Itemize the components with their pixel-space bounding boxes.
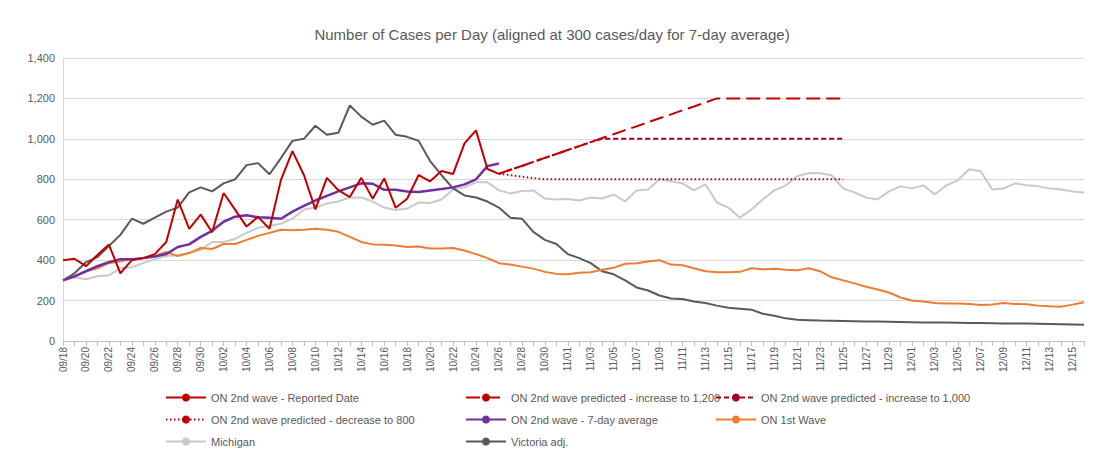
svg-text:1,200: 1,200 xyxy=(27,92,55,104)
svg-text:ON 2nd wave predicted - increa: ON 2nd wave predicted - increase to 1,00… xyxy=(761,392,970,404)
svg-text:10/28: 10/28 xyxy=(516,347,527,372)
svg-text:09/28: 09/28 xyxy=(172,347,183,372)
svg-text:11/19: 11/19 xyxy=(769,347,780,372)
svg-text:10/16: 10/16 xyxy=(379,347,390,372)
svg-text:10/26: 10/26 xyxy=(493,347,504,372)
svg-text:11/11: 11/11 xyxy=(677,347,688,371)
svg-text:11/23: 11/23 xyxy=(815,347,826,372)
svg-text:12/15: 12/15 xyxy=(1067,347,1078,372)
svg-text:Victoria adj.: Victoria adj. xyxy=(511,436,568,448)
svg-text:11/17: 11/17 xyxy=(746,347,757,372)
svg-text:09/24: 09/24 xyxy=(126,347,137,372)
svg-text:12/11: 12/11 xyxy=(1021,347,1032,372)
svg-text:Number of Cases per Day (align: Number of Cases per Day (aligned at 300 … xyxy=(314,26,789,43)
svg-text:11/09: 11/09 xyxy=(654,347,665,372)
svg-text:09/22: 09/22 xyxy=(103,347,114,372)
svg-text:09/30: 09/30 xyxy=(195,347,206,372)
svg-text:09/20: 09/20 xyxy=(80,347,91,372)
svg-text:ON 2nd wave - Reported Date: ON 2nd wave - Reported Date xyxy=(211,392,359,404)
svg-text:12/05: 12/05 xyxy=(952,347,963,372)
svg-text:10/02: 10/02 xyxy=(218,347,229,372)
svg-text:11/01: 11/01 xyxy=(562,347,573,372)
svg-text:10/22: 10/22 xyxy=(448,347,459,372)
svg-text:10/08: 10/08 xyxy=(287,347,298,372)
svg-text:12/13: 12/13 xyxy=(1044,347,1055,372)
svg-text:12/01: 12/01 xyxy=(906,347,917,372)
svg-text:1,400: 1,400 xyxy=(27,52,55,64)
svg-text:12/09: 12/09 xyxy=(998,347,1009,372)
svg-text:10/10: 10/10 xyxy=(310,347,321,372)
svg-text:200: 200 xyxy=(37,295,55,307)
svg-text:11/25: 11/25 xyxy=(838,347,849,372)
svg-text:11/13: 11/13 xyxy=(700,347,711,372)
svg-text:12/03: 12/03 xyxy=(929,347,940,372)
svg-text:ON 2nd wave predicted - decrea: ON 2nd wave predicted - decrease to 800 xyxy=(211,414,415,426)
svg-text:10/24: 10/24 xyxy=(470,347,481,372)
svg-text:11/03: 11/03 xyxy=(585,347,596,372)
svg-text:600: 600 xyxy=(37,214,55,226)
svg-text:12/07: 12/07 xyxy=(975,347,986,372)
svg-text:09/18: 09/18 xyxy=(58,347,69,372)
svg-text:400: 400 xyxy=(37,254,55,266)
svg-text:09/26: 09/26 xyxy=(149,347,160,372)
svg-text:10/30: 10/30 xyxy=(539,347,550,372)
svg-text:10/20: 10/20 xyxy=(425,347,436,372)
svg-text:11/05: 11/05 xyxy=(608,347,619,372)
svg-text:10/04: 10/04 xyxy=(241,347,252,372)
svg-text:10/12: 10/12 xyxy=(333,347,344,372)
svg-text:800: 800 xyxy=(37,173,55,185)
svg-text:ON 1st Wave: ON 1st Wave xyxy=(761,414,826,426)
svg-text:11/29: 11/29 xyxy=(883,347,894,372)
svg-text:10/14: 10/14 xyxy=(356,347,367,372)
svg-text:11/27: 11/27 xyxy=(861,347,872,372)
svg-text:Michigan: Michigan xyxy=(211,436,255,448)
svg-text:10/06: 10/06 xyxy=(264,347,275,372)
svg-text:ON 2nd wave predicted - increa: ON 2nd wave predicted - increase to 1,20… xyxy=(511,392,720,404)
svg-text:ON 2nd wave - 7-day average: ON 2nd wave - 7-day average xyxy=(511,414,658,426)
svg-text:10/18: 10/18 xyxy=(402,347,413,372)
svg-text:11/21: 11/21 xyxy=(792,347,803,372)
svg-text:0: 0 xyxy=(49,335,55,347)
svg-text:1,000: 1,000 xyxy=(27,133,55,145)
svg-text:11/15: 11/15 xyxy=(723,347,734,372)
svg-text:11/07: 11/07 xyxy=(631,347,642,372)
